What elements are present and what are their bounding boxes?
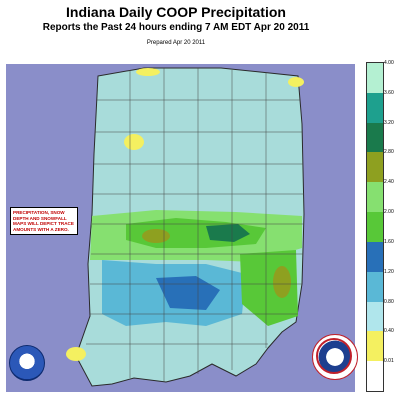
legend-swatch xyxy=(367,92,383,123)
legend-swatch xyxy=(367,152,383,183)
nws-swirl-icon: ∞ xyxy=(329,348,339,364)
legend-label: 3.60 xyxy=(384,89,394,96)
legend-label: 4.00 xyxy=(384,60,394,66)
legend-label: 0.01 xyxy=(384,358,394,365)
legend-swatch xyxy=(367,182,383,213)
precip-yellow-nw xyxy=(136,68,160,76)
legend-label: 0.40 xyxy=(384,328,394,335)
nws-ring xyxy=(316,338,352,374)
legend-label: 2.80 xyxy=(384,149,394,156)
noaa-logo xyxy=(9,345,45,381)
precip-dark-south xyxy=(156,276,220,310)
legend-label: 3.20 xyxy=(384,119,394,126)
legend-swatch xyxy=(367,301,383,332)
precip-spot-east xyxy=(273,266,291,298)
legend-swatch xyxy=(367,122,383,153)
precip-yellow-north xyxy=(124,134,144,150)
legend-swatch xyxy=(367,212,383,242)
prepared-date: Prepared Apr 20 2011 xyxy=(146,40,206,46)
precip-band-max xyxy=(206,224,250,242)
legend-swatch xyxy=(367,361,383,391)
precip-yellow-ne xyxy=(288,77,304,87)
legend-swatch xyxy=(367,241,383,272)
legend-label: 2.40 xyxy=(384,179,394,186)
map-title: Indiana Daily COOP Precipitation xyxy=(66,4,286,20)
legend-swatch xyxy=(367,271,383,302)
precip-spot-west xyxy=(142,229,170,243)
indiana-map xyxy=(66,67,305,387)
nws-logo: ∞ xyxy=(312,334,358,380)
trace-note: PRECIPITATION, SNOW DEPTH AND SNOWFALL M… xyxy=(10,207,78,236)
legend-label: 0.80 xyxy=(384,298,394,305)
precip-legend xyxy=(366,62,384,392)
legend-swatch xyxy=(367,63,383,93)
precip-yellow-sw xyxy=(66,347,86,361)
legend-swatch xyxy=(367,331,383,362)
map-panel xyxy=(6,64,355,392)
legend-label: 1.60 xyxy=(384,238,394,245)
map-subtitle: Reports the Past 24 hours ending 7 AM ED… xyxy=(42,22,310,33)
legend-label: 2.00 xyxy=(384,209,394,216)
legend-label: 1.20 xyxy=(384,268,394,275)
county-lines xyxy=(86,68,304,382)
